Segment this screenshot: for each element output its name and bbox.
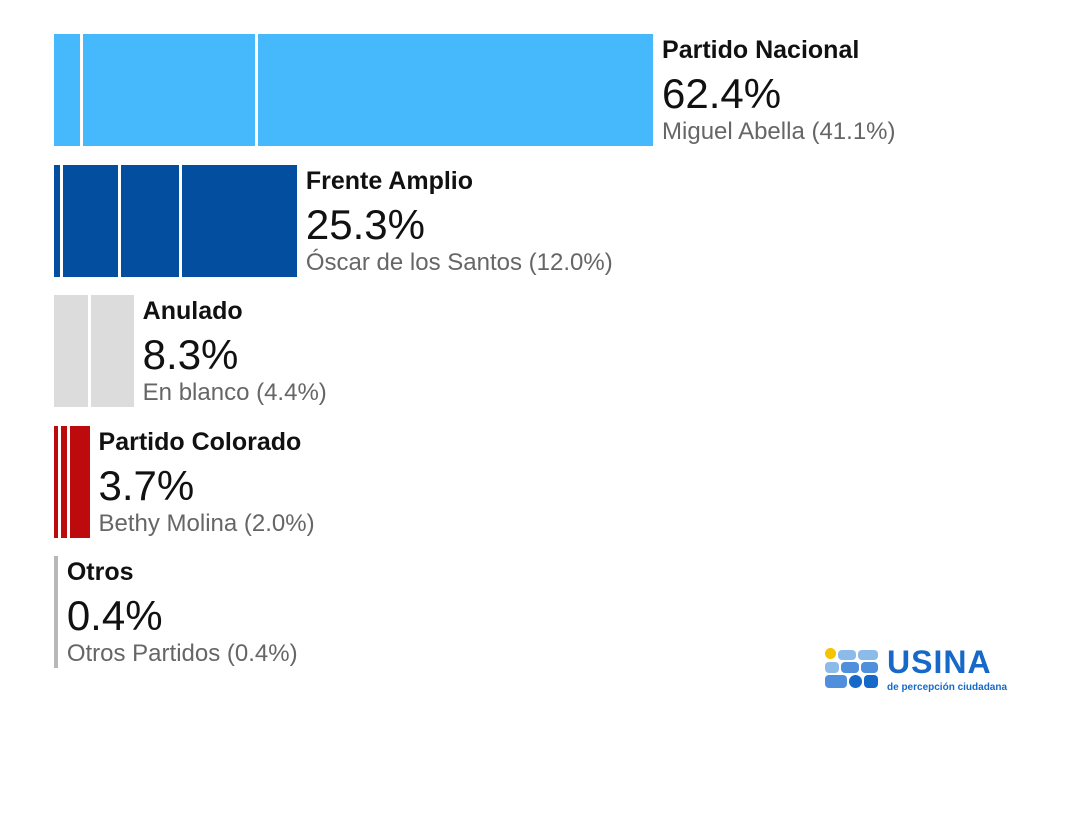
bar-segment	[54, 556, 58, 668]
bar-segment	[91, 295, 134, 407]
category-label: Otros	[66, 558, 134, 586]
category-label: Partido Nacional	[662, 36, 860, 64]
bar-segment	[258, 34, 654, 146]
sub-label: Óscar de los Santos (12.0%)	[305, 248, 613, 276]
value-label: 25.3%	[305, 200, 425, 248]
logo-tagline: de percepción ciudadana	[887, 682, 1008, 693]
usina-logo: USINA de percepción ciudadana	[825, 644, 1025, 698]
bar	[54, 34, 654, 146]
sub-label: Miguel Abella (41.1%)	[662, 118, 896, 145]
value-label: 8.3%	[142, 331, 239, 378]
category-label: Frente Amplio	[305, 166, 474, 195]
bar	[54, 556, 58, 668]
bar	[54, 295, 134, 407]
value-label: 62.4%	[662, 70, 782, 117]
bar-segment	[54, 425, 58, 538]
category-label: Anulado	[142, 297, 243, 325]
sub-label: Otros Partidos (0.4%)	[66, 640, 298, 667]
bar-segment	[54, 164, 60, 277]
bar-segment	[82, 34, 256, 146]
bar-segment	[70, 425, 90, 538]
value-label: 0.4%	[66, 592, 163, 639]
bar	[54, 425, 90, 538]
bar-segment	[54, 34, 80, 146]
sub-label: Bethy Molina (2.0%)	[98, 509, 315, 537]
bar	[54, 164, 297, 277]
bar-segment	[181, 164, 297, 277]
logo-name: USINA	[887, 644, 992, 680]
category-label: Partido Colorado	[98, 427, 302, 456]
bar-segment	[60, 425, 68, 538]
value-label: 3.7%	[98, 461, 195, 509]
bar-segment	[121, 164, 179, 277]
bar-segment	[54, 295, 89, 407]
bar-segment	[62, 164, 119, 277]
sub-label: En blanco (4.4%)	[142, 379, 327, 406]
